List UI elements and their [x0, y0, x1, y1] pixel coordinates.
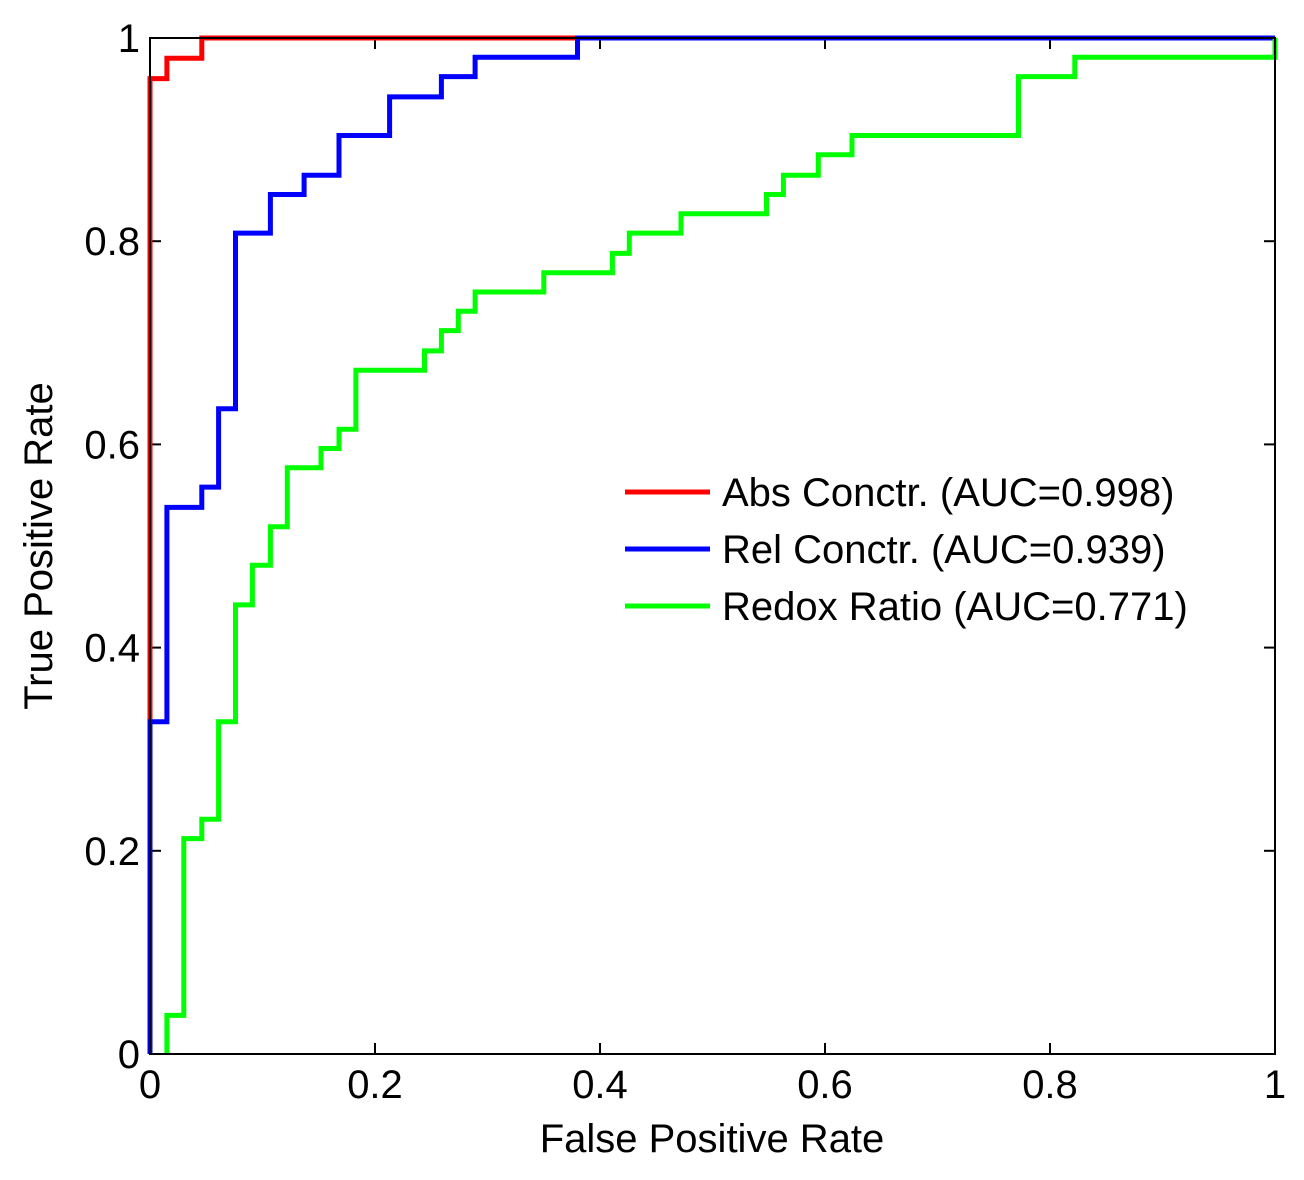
- y-tick-label: 0.4: [84, 627, 140, 671]
- y-axis-label: True Positive Rate: [17, 382, 61, 710]
- y-tick-label: 0.8: [84, 220, 140, 264]
- x-tick-label: 1: [1264, 1063, 1286, 1107]
- x-tick-label: 0.8: [1022, 1063, 1078, 1107]
- legend-label-3: Redox Ratio (AUC=0.771): [722, 585, 1188, 629]
- series-line-3: [164, 38, 1278, 1054]
- legend: Abs Conctr. (AUC=0.998) Rel Conctr. (AUC=…: [625, 471, 1188, 629]
- y-tick-label: 0.6: [84, 423, 140, 467]
- series-line-2: [147, 35, 1275, 1054]
- y-axis: 0 0.2 0.4 0.6 0.8 1: [84, 17, 1275, 1077]
- x-axis-label: False Positive Rate: [540, 1117, 885, 1161]
- x-tick-label: 0.6: [797, 1063, 853, 1107]
- y-tick-label: 0: [118, 1033, 140, 1077]
- plot-frame: [149, 37, 1276, 1055]
- x-tick-label: 0.2: [347, 1063, 403, 1107]
- x-tick-label: 0: [139, 1063, 161, 1107]
- legend-label-1: Abs Conctr. (AUC=0.998): [722, 471, 1174, 515]
- plot-area: [150, 38, 1275, 1054]
- x-tick-label: 0.4: [572, 1063, 628, 1107]
- y-tick-label: 0.2: [84, 830, 140, 874]
- y-tick-label: 1: [118, 17, 140, 61]
- legend-label-2: Rel Conctr. (AUC=0.939): [722, 528, 1166, 572]
